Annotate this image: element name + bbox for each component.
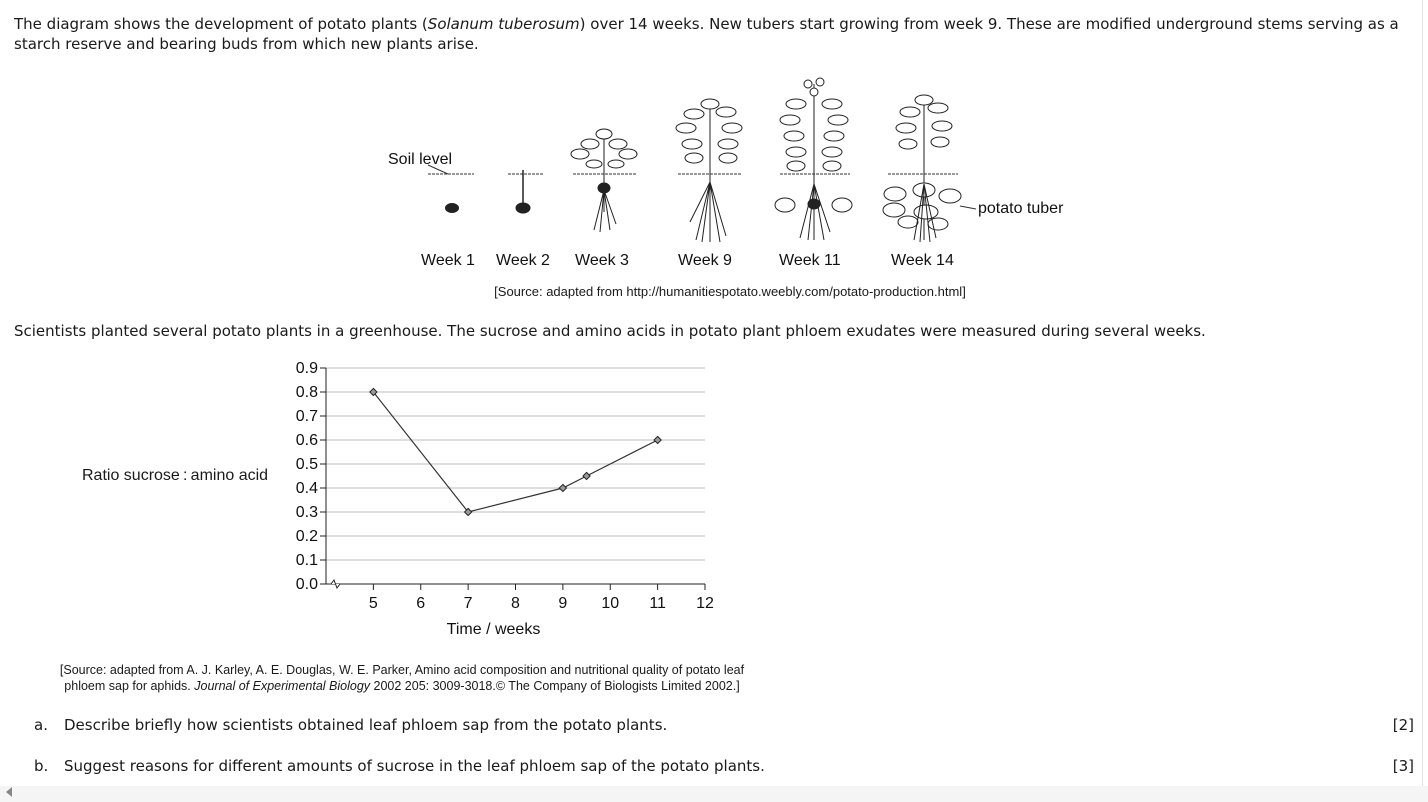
x-tick-label: 7 xyxy=(464,595,473,612)
x-tick-label: 6 xyxy=(416,595,425,612)
week-label: Week 9 xyxy=(678,252,732,269)
y-tick-label: 0.1 xyxy=(296,552,318,569)
y-tick-label: 0.3 xyxy=(296,504,318,521)
potato-tuber-label: potato tuber xyxy=(978,200,1064,217)
week1-seed-tuber xyxy=(445,203,459,213)
y-tick-label: 0.8 xyxy=(296,384,318,401)
intro-paragraph: The diagram shows the development of pot… xyxy=(14,14,1419,54)
chart-source: [Source: adapted from A. J. Karley, A. E… xyxy=(22,662,782,694)
x-axis-label: Time / weeks xyxy=(447,621,541,638)
question-page: The diagram shows the development of pot… xyxy=(14,0,1423,788)
question-b: b. Suggest reasons for different amounts … xyxy=(34,757,765,775)
week-label: Week 11 xyxy=(779,252,841,269)
species-name: Solanum tuberosum xyxy=(427,15,580,33)
week14-plant xyxy=(882,94,962,243)
week-label: Week 14 xyxy=(891,252,954,269)
y-axis-label: Ratio sucrose : amino acid xyxy=(82,467,269,484)
y-tick-label: 0.5 xyxy=(296,456,318,473)
y-tick-label: 0.2 xyxy=(296,528,318,545)
data-point xyxy=(582,471,591,481)
question-b-marks: [3] xyxy=(1392,757,1414,775)
ratio-line-chart: 0.0 0.1 0.2 0.3 0.4 0.5 0.6 0.7 0.8 0.9 5 6 7 8 9 10 11 1… xyxy=(296,360,714,638)
y-tick-label: 0.7 xyxy=(296,408,318,425)
week-label: Week 1 xyxy=(421,252,475,269)
chart-source-line2: phloem sap for aphids. Journal of Experi… xyxy=(22,678,782,694)
chart-source-line1: [Source: adapted from A. J. Karley, A. E… xyxy=(59,663,745,677)
axis-break-icon xyxy=(330,578,341,590)
soil-level-label: Soil level xyxy=(388,151,453,168)
horizontal-scrollbar[interactable] xyxy=(0,786,1428,802)
intro-text-end: ) over 14 weeks. New tubers start growin… xyxy=(14,15,1399,53)
series-line xyxy=(372,391,658,513)
x-tick-label: 12 xyxy=(696,595,714,612)
y-tick-label: 0.6 xyxy=(296,432,318,449)
data-point xyxy=(369,387,378,397)
week3-plant xyxy=(570,128,638,233)
x-tick-label: 9 xyxy=(558,595,567,612)
week2-sprout xyxy=(515,170,531,214)
x-tick-label: 11 xyxy=(649,595,666,612)
y-tick-label: 0.9 xyxy=(296,360,318,377)
experiment-paragraph: Scientists planted several potato plants… xyxy=(14,322,1206,340)
x-tick-label: 8 xyxy=(511,595,520,612)
source-text-end: 2002 205: 3009-3018.© The Company of Bio… xyxy=(370,679,740,693)
x-tick-label: 10 xyxy=(601,595,619,612)
intro-text: The diagram shows the development of pot… xyxy=(14,15,428,33)
question-letter: b. xyxy=(34,757,49,775)
y-tick-label: 0.4 xyxy=(296,480,318,497)
question-letter: a. xyxy=(34,716,48,734)
x-tick-label: 5 xyxy=(369,595,378,612)
scroll-left-icon[interactable] xyxy=(6,787,12,797)
question-a: a. Describe briefly how scientists obtain… xyxy=(34,716,667,734)
week11-plant xyxy=(774,77,853,241)
week-label: Week 3 xyxy=(575,252,629,269)
week-label: Week 2 xyxy=(496,252,550,269)
question-a-marks: [2] xyxy=(1392,716,1414,734)
diagram-source: [Source: adapted from http://humanitiesp… xyxy=(494,284,966,299)
data-point xyxy=(558,483,568,493)
week9-plant xyxy=(675,98,743,243)
question-text: Describe briefly how scientists obtained… xyxy=(64,716,668,734)
data-point xyxy=(653,435,662,445)
data-point xyxy=(463,507,473,517)
source-text: phloem sap for aphids. xyxy=(64,679,195,693)
journal-name: Journal of Experimental Biology xyxy=(194,679,371,693)
potato-development-diagram xyxy=(427,77,977,243)
question-text: Suggest reasons for different amounts of… xyxy=(64,757,765,775)
y-tick-label: 0.0 xyxy=(296,576,318,593)
